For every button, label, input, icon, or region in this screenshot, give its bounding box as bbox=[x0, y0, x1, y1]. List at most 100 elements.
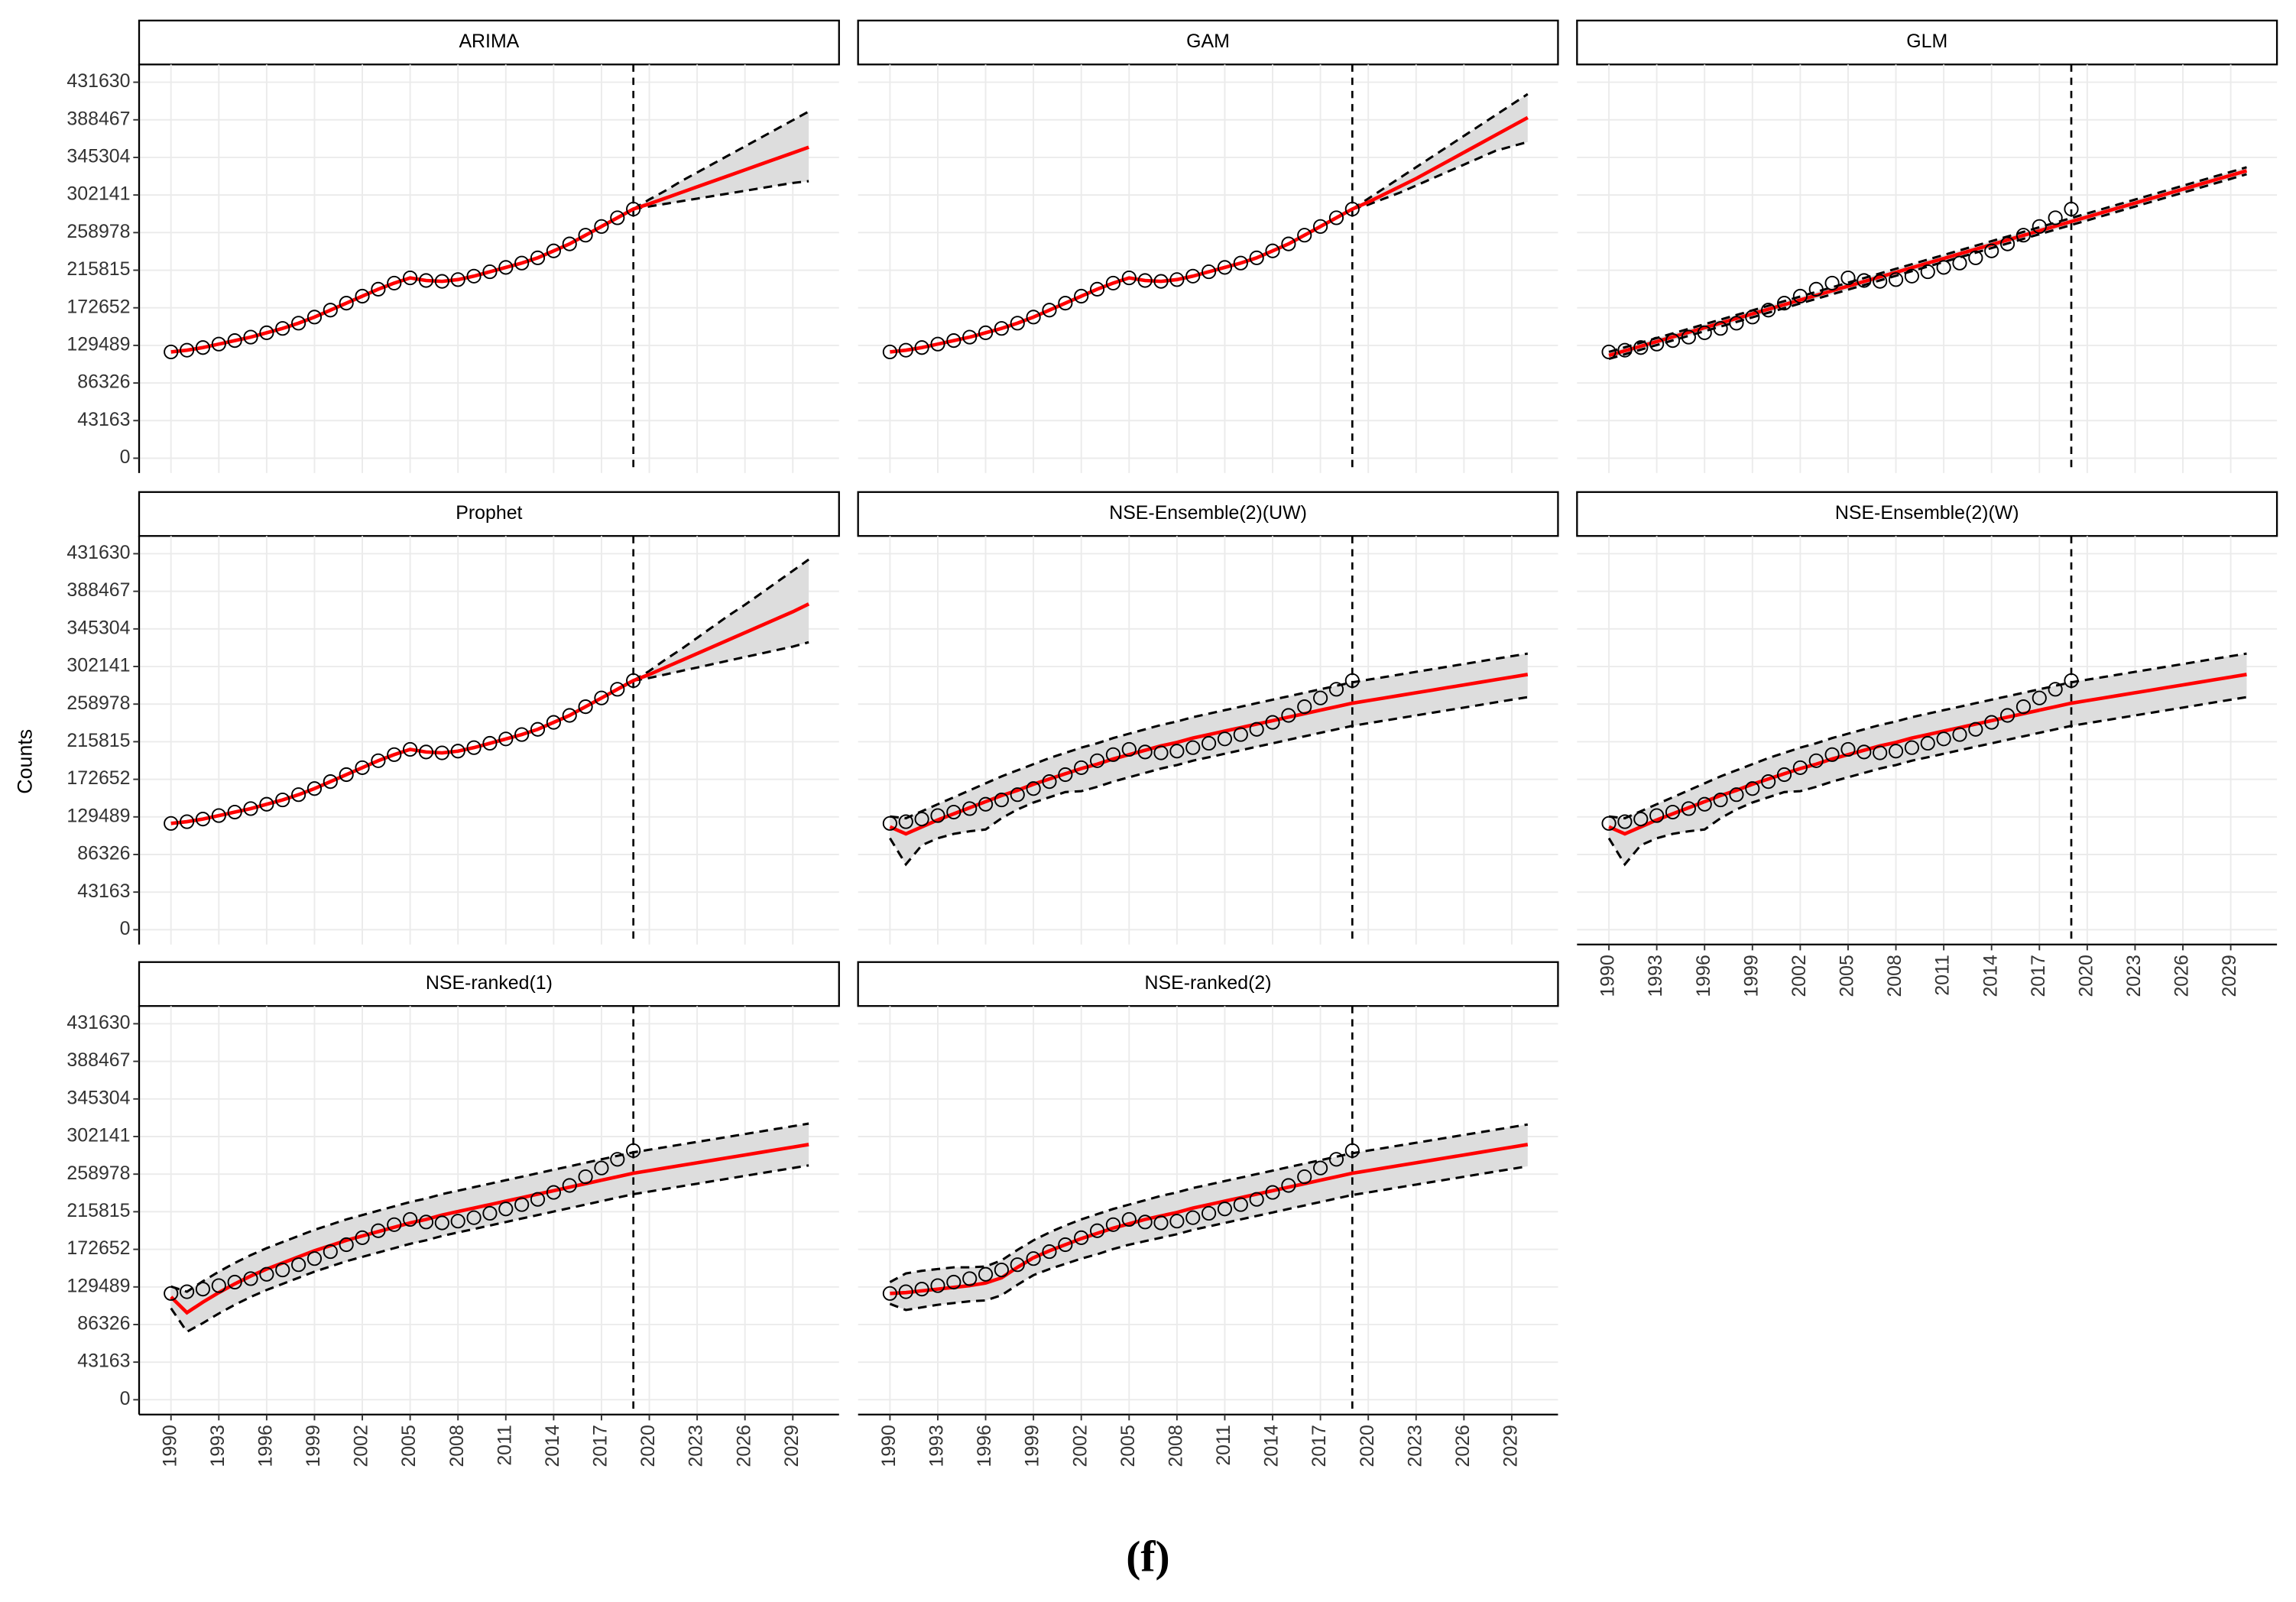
observed-point bbox=[530, 250, 546, 265]
x-tick-label: 1996 bbox=[1693, 955, 1714, 997]
observed-point bbox=[1665, 804, 1681, 820]
observed-point bbox=[275, 321, 290, 336]
observed-point bbox=[1697, 796, 1712, 812]
observed-point bbox=[1904, 268, 1919, 284]
observed-point bbox=[1265, 243, 1280, 258]
interval-bound bbox=[1608, 652, 2247, 820]
strip bbox=[857, 19, 1559, 66]
y-tick-label: 43163 bbox=[77, 409, 130, 430]
observed-point bbox=[2048, 682, 2063, 697]
interval-band bbox=[890, 653, 1528, 864]
x-tick-label: 2020 bbox=[2075, 955, 2097, 997]
observed-point bbox=[514, 727, 530, 742]
observed-point bbox=[2015, 699, 2031, 715]
observed-point bbox=[1074, 288, 1089, 304]
observed-point bbox=[1202, 264, 1217, 280]
observed-point bbox=[1313, 1160, 1328, 1176]
panel-title: Prophet bbox=[456, 502, 522, 524]
observed-point bbox=[211, 808, 226, 823]
observed-point bbox=[1745, 310, 1760, 325]
x-tick-label: 1993 bbox=[207, 1425, 229, 1467]
x-tick-label: 2017 bbox=[2028, 955, 2049, 997]
observed-point bbox=[227, 333, 242, 349]
observed-point bbox=[1121, 741, 1137, 757]
observed-point bbox=[1265, 1185, 1280, 1200]
panel-title: ARIMA bbox=[459, 31, 519, 52]
observed-point bbox=[291, 316, 306, 331]
observed-point bbox=[1920, 264, 1935, 280]
x-tick-label: 2026 bbox=[2171, 955, 2193, 997]
observed-point bbox=[994, 792, 1009, 808]
observed-point bbox=[306, 310, 323, 325]
observed-point bbox=[546, 1185, 561, 1200]
x-tick-label: 2017 bbox=[590, 1425, 611, 1467]
y-tick-label: 258978 bbox=[66, 1163, 130, 1184]
observed-point bbox=[514, 1197, 530, 1212]
observed-point bbox=[1026, 310, 1041, 325]
y-tick-label: 302141 bbox=[66, 183, 130, 205]
observed-point bbox=[2015, 228, 2031, 243]
x-tick-label: 2005 bbox=[1117, 1425, 1139, 1467]
observed-point bbox=[594, 1160, 609, 1176]
observed-point bbox=[1217, 260, 1233, 275]
observed-point bbox=[2064, 201, 2079, 217]
interval-bound bbox=[889, 1165, 1529, 1312]
x-tick-label: 1990 bbox=[159, 1425, 180, 1467]
observed-point bbox=[387, 275, 402, 290]
observed-point bbox=[1888, 272, 1904, 287]
observed-point bbox=[1776, 296, 1792, 311]
y-tick-label: 345304 bbox=[66, 1087, 130, 1108]
observed-point bbox=[1633, 340, 1649, 355]
observed-point bbox=[1233, 727, 1248, 742]
observed-point bbox=[914, 1282, 929, 1297]
x-tick-label: 2008 bbox=[446, 1425, 468, 1467]
x-tick-label: 2011 bbox=[494, 1425, 515, 1466]
observed-point bbox=[962, 801, 978, 816]
observed-point bbox=[1313, 690, 1328, 705]
observed-point bbox=[275, 792, 290, 808]
observed-point bbox=[291, 787, 306, 803]
observed-point bbox=[387, 1217, 402, 1232]
observed-point bbox=[930, 336, 945, 352]
fit-line bbox=[889, 673, 1529, 836]
observed-point bbox=[546, 243, 561, 258]
interval-bound bbox=[632, 110, 809, 210]
y-tick-label: 129489 bbox=[66, 1275, 130, 1296]
observed-point bbox=[1633, 812, 1649, 827]
x-tick-label: 2002 bbox=[1069, 1425, 1091, 1467]
observed-point bbox=[164, 816, 179, 831]
observed-point bbox=[1169, 272, 1185, 287]
x-tick-label: 1996 bbox=[255, 1425, 276, 1467]
observed-point bbox=[898, 814, 913, 829]
observed-point bbox=[978, 796, 994, 812]
y-tick-label: 215815 bbox=[66, 258, 130, 280]
observed-point bbox=[1952, 255, 1967, 271]
interval-bound bbox=[1351, 141, 1529, 211]
x-tick-label: 2020 bbox=[1357, 1425, 1378, 1467]
observed-point bbox=[1042, 303, 1057, 318]
observed-point bbox=[1137, 273, 1153, 288]
observed-point bbox=[1233, 255, 1248, 271]
panel-title: GAM bbox=[1186, 31, 1230, 52]
observed-point bbox=[946, 333, 962, 349]
observed-point bbox=[1026, 1251, 1041, 1266]
observed-point bbox=[1089, 281, 1105, 297]
observed-point bbox=[1202, 735, 1217, 751]
observed-point bbox=[914, 340, 929, 355]
observed-point bbox=[1249, 722, 1264, 737]
observed-point bbox=[1297, 1169, 1312, 1185]
x-tick-label: 2014 bbox=[1261, 1425, 1283, 1467]
observed-point bbox=[1185, 740, 1201, 755]
observed-point bbox=[195, 1282, 211, 1297]
x-tick-label: 1990 bbox=[1597, 955, 1619, 997]
x-tick-label: 1990 bbox=[878, 1425, 900, 1467]
observed-point bbox=[403, 741, 418, 757]
observed-point bbox=[2032, 690, 2047, 705]
strip bbox=[138, 19, 840, 66]
observed-point bbox=[1153, 745, 1169, 760]
observed-point bbox=[371, 281, 386, 297]
observed-point bbox=[1042, 1244, 1057, 1260]
interval-band bbox=[1609, 653, 2247, 864]
fit-line bbox=[890, 115, 1529, 354]
observed-point bbox=[291, 1257, 306, 1273]
